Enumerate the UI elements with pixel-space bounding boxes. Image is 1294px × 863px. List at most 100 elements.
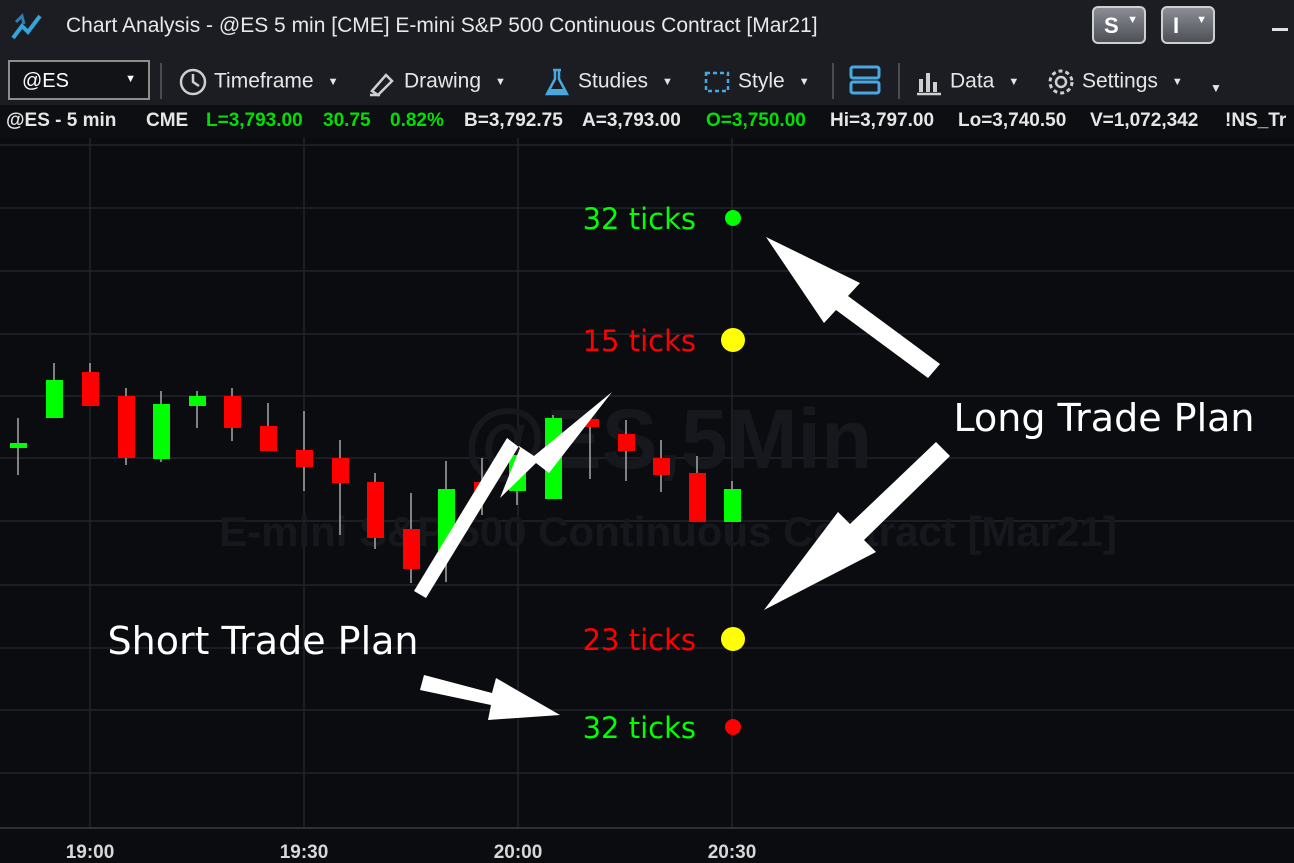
candle [332, 440, 349, 535]
candle [153, 391, 170, 462]
style-menu[interactable]: Style ▼ [702, 67, 810, 97]
status-ask: A=3,793.00 [582, 110, 681, 131]
candle-body [189, 396, 206, 406]
candle-body [46, 380, 63, 418]
candle [118, 388, 135, 465]
candle-body [689, 473, 706, 522]
status-low: Lo=3,740.50 [958, 110, 1067, 131]
status-exchange: CME [146, 110, 189, 131]
level-label: 32 ticks [583, 202, 696, 236]
level-label: 32 ticks [583, 711, 696, 745]
s-button-chevron-icon: ▼ [1127, 14, 1138, 26]
candle [582, 415, 599, 479]
settings-label: Settings [1082, 69, 1158, 93]
s-button[interactable]: S ▼ [1092, 6, 1146, 44]
status-bid: B=3,792.75 [464, 110, 563, 131]
candle-body [260, 426, 277, 451]
toolbar-divider [898, 63, 900, 99]
candle-body [653, 458, 670, 475]
status-open: O=3,750.00 [706, 110, 806, 131]
candle [82, 363, 99, 406]
quote-status-line: @ES - 5 min CME L=3,793.00 30.75 0.82% B… [0, 105, 1294, 138]
candle [224, 388, 241, 441]
candle-body [82, 372, 99, 406]
timeframe-menu[interactable]: Timeframe ▼ [178, 67, 338, 97]
status-change: 30.75 [323, 110, 371, 131]
time-tick-label: 20:00 [494, 842, 543, 863]
candle [724, 481, 741, 522]
watermark-description: E-mini S&P 500 Continuous Contract [Mar2… [219, 508, 1117, 555]
candle-body [724, 489, 741, 522]
candle [296, 411, 313, 491]
drawing-menu[interactable]: Drawing ▼ [368, 67, 506, 97]
status-change-pct: 0.82% [390, 110, 444, 131]
app-logo-icon [11, 13, 42, 40]
i-button[interactable]: I ▼ [1161, 6, 1215, 44]
time-axis: 19:00 19:30 20:00 20:30 [66, 842, 757, 863]
arrow-to-long-stop [764, 442, 950, 610]
candle [10, 418, 27, 475]
candle-body [296, 450, 313, 467]
level-dot [725, 210, 741, 226]
gear-icon [1048, 69, 1074, 95]
s-button-label: S [1104, 13, 1119, 38]
status-high: Hi=3,797.00 [830, 110, 935, 131]
window-title: Chart Analysis - @ES 5 min [CME] E-mini … [66, 14, 818, 37]
arrow-to-short-target [420, 675, 560, 720]
candle-body [10, 443, 27, 448]
flask-icon [544, 68, 570, 96]
drawing-chevron-icon: ▼ [495, 76, 506, 88]
clock-icon [179, 68, 207, 96]
level-label: 23 ticks [583, 623, 696, 657]
layout-icon[interactable] [848, 64, 882, 96]
arrow-to-long-target [766, 237, 940, 378]
data-menu[interactable]: Data ▼ [914, 67, 1019, 97]
candle-body [153, 404, 170, 459]
candle [689, 456, 706, 522]
candle-body [582, 419, 599, 427]
toolbar-divider [160, 63, 162, 99]
candle [367, 473, 384, 549]
candle-body [367, 482, 384, 538]
time-tick-label: 20:30 [708, 842, 757, 863]
studies-menu[interactable]: Studies ▼ [542, 67, 673, 97]
studies-label: Studies [578, 69, 649, 93]
toolbar: @ES ▼ Timeframe ▼ Drawing ▼ Studies ▼ Style… [0, 55, 1294, 105]
time-tick-label: 19:30 [280, 842, 329, 863]
symbol-select[interactable]: @ES ▼ [8, 60, 150, 100]
level-dot [725, 719, 741, 735]
style-label: Style [738, 69, 785, 93]
target-levels: 32 ticks 15 ticks 23 ticks 32 ticks [583, 202, 745, 745]
candle [618, 420, 635, 481]
overflow-chevron-icon[interactable]: ▼ [1210, 81, 1222, 95]
status-volume: V=1,072,342 [1090, 110, 1199, 131]
candle-body [618, 434, 635, 451]
i-button-chevron-icon: ▼ [1196, 14, 1207, 26]
candle [653, 440, 670, 492]
drawing-label: Drawing [404, 69, 482, 93]
style-icon [704, 71, 730, 93]
settings-menu[interactable]: Settings ▼ [1046, 67, 1183, 97]
candle-body [332, 458, 349, 483]
status-symbol: @ES - 5 min [6, 110, 117, 131]
minimize-icon[interactable] [1272, 28, 1288, 31]
studies-chevron-icon: ▼ [662, 76, 673, 88]
bars-icon [917, 73, 941, 96]
timeframe-label: Timeframe [214, 69, 314, 93]
level-dot [721, 627, 745, 651]
arrow-to-short-stop [414, 392, 612, 598]
style-chevron-icon: ▼ [798, 76, 810, 88]
level-dot [721, 328, 745, 352]
symbol-dropdown-icon: ▼ [125, 73, 136, 85]
chart-canvas[interactable]: @ES,5Min E-mini S&P 500 Continuous Contr… [0, 138, 1294, 863]
candle-body [403, 529, 420, 569]
candle [46, 363, 63, 418]
candle-body [118, 396, 135, 458]
settings-chevron-icon: ▼ [1171, 76, 1183, 88]
symbol-value: @ES [22, 70, 69, 92]
long-trade-plan-label: Long Trade Plan [954, 396, 1255, 440]
i-button-label: I [1173, 13, 1180, 38]
candle [189, 391, 206, 428]
title-bar: Chart Analysis - @ES 5 min [CME] E-mini … [0, 0, 1294, 55]
price-chart[interactable]: @ES,5Min E-mini S&P 500 Continuous Contr… [0, 138, 1294, 863]
